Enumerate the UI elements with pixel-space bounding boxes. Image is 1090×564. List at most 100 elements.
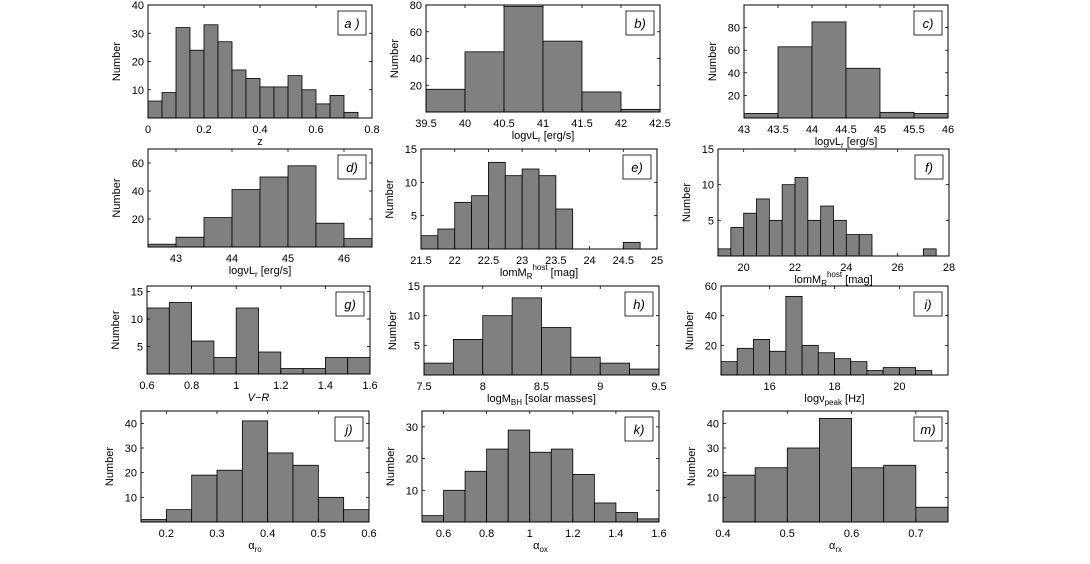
x-tick-label: 40 — [459, 118, 471, 130]
bar — [521, 168, 540, 250]
panel-label: e) — [631, 160, 643, 175]
bar — [235, 307, 259, 375]
bar — [231, 69, 247, 119]
x-tick-label: 0.4 — [715, 528, 730, 540]
bar — [851, 467, 885, 523]
bar — [743, 113, 779, 119]
bar — [820, 205, 834, 257]
panel-label: k) — [634, 422, 645, 437]
x-tick-label: 0.7 — [908, 528, 923, 540]
bar — [817, 352, 835, 376]
bar — [421, 515, 444, 523]
axes-frame — [146, 285, 371, 375]
y-tick-label: 40 — [132, 186, 144, 198]
bar — [834, 358, 852, 376]
bar — [915, 506, 949, 523]
x-axis-label: αox — [533, 540, 548, 554]
bar — [753, 338, 771, 376]
y-tick-label: 20 — [705, 340, 717, 352]
x-tick-label: 44 — [226, 253, 238, 265]
x-tick-label: 24 — [583, 255, 595, 267]
bar — [423, 362, 454, 376]
bar — [743, 212, 757, 257]
bar — [213, 357, 237, 375]
y-axis-label: Number — [389, 39, 401, 78]
bar — [464, 470, 488, 523]
x-tick-label: 24 — [840, 262, 852, 274]
bar — [488, 161, 506, 250]
bar — [730, 227, 745, 257]
y-axis-label: Number — [111, 178, 123, 217]
y-tick-label: 30 — [125, 443, 137, 455]
y-tick-label: 10 — [125, 492, 137, 504]
y-tick-label: 10 — [408, 311, 420, 323]
y-tick-label: 80 — [410, 0, 422, 12]
x-tick-label: 43.5 — [767, 124, 788, 136]
bar — [845, 234, 860, 257]
y-axis-label: Number — [707, 42, 719, 81]
histogram-panel-f: 20 22 24 26 28 5 10 15 Number lomMRhost [mag] f) — [681, 144, 955, 288]
histogram-panel-e: 21.5 22 22.5 23 23.5 24 24.5 25 5 10 15 Number lomMR… — [384, 144, 663, 281]
x-tick-label: 0.6 — [436, 528, 451, 540]
panel-label-box — [335, 291, 365, 317]
y-tick-label: 40 — [705, 311, 717, 323]
bar — [541, 327, 572, 376]
panel-label: i) — [924, 297, 931, 312]
bar — [315, 103, 331, 119]
x-tick-label: 0.8 — [364, 124, 379, 136]
bar — [550, 448, 574, 523]
bar — [629, 368, 660, 376]
panel-label-box — [334, 416, 364, 442]
x-tick-label: 1.2 — [273, 380, 288, 392]
x-tick-label: 9.5 — [651, 381, 666, 393]
bar — [482, 315, 513, 376]
x-tick-label: 1 — [527, 528, 533, 540]
y-axis-label: Number — [111, 42, 123, 81]
bar — [866, 370, 884, 376]
bar — [245, 78, 261, 119]
axes-frame — [420, 148, 658, 250]
x-axis-label: logνpeak [Hz] — [804, 393, 864, 407]
x-tick-label: 8.5 — [534, 381, 549, 393]
bar — [555, 208, 574, 250]
panel-label-box — [913, 416, 943, 442]
y-tick-label: 10 — [707, 492, 719, 504]
bar — [231, 189, 261, 248]
bar — [217, 41, 233, 119]
bar — [259, 86, 275, 119]
y-tick-label: 10 — [406, 485, 418, 497]
bar — [168, 302, 193, 375]
y-tick-label: 40 — [410, 54, 422, 66]
bar — [542, 40, 583, 113]
bar — [203, 217, 233, 248]
histogram-panel-k: 0.6 0.8 1 1.2 1.4 1.6 10 20 30 Number αox k) — [385, 410, 667, 554]
bar — [801, 344, 819, 376]
bar — [882, 367, 900, 376]
bar — [161, 92, 177, 119]
x-tick-label: 8 — [480, 381, 486, 393]
x-axis-label: logνLr [erg/s] — [512, 130, 575, 144]
y-axis-label: Number — [384, 179, 396, 218]
bar — [736, 347, 754, 376]
bar — [504, 175, 523, 250]
x-tick-label: 42.5 — [649, 118, 670, 130]
bar — [471, 195, 489, 250]
bar — [913, 113, 949, 119]
panel-label: f) — [925, 160, 933, 175]
bar — [302, 368, 326, 375]
x-tick-label: 1.4 — [318, 380, 333, 392]
bar — [191, 474, 218, 523]
bar — [425, 88, 466, 113]
x-tick-label: 0.3 — [209, 528, 224, 540]
y-tick-label: 10 — [702, 180, 714, 192]
bar — [292, 464, 319, 523]
bar — [146, 307, 170, 375]
x-tick-label: 0.5 — [780, 528, 795, 540]
y-axis-label: Number — [684, 311, 696, 350]
bar — [720, 361, 738, 376]
y-tick-label: 20 — [728, 90, 740, 102]
x-tick-label: 0.6 — [139, 380, 154, 392]
panel-label-box — [622, 154, 652, 180]
axes-frame — [722, 410, 949, 523]
